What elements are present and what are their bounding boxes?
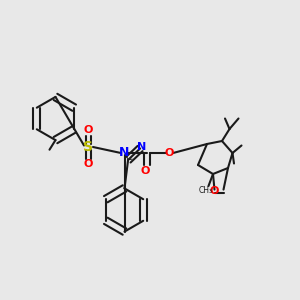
Text: N: N xyxy=(119,146,130,160)
Text: O: O xyxy=(164,148,174,158)
Text: O: O xyxy=(141,166,150,176)
Text: O: O xyxy=(84,159,93,170)
Text: O: O xyxy=(210,186,219,196)
Text: O: O xyxy=(84,125,93,135)
Text: C: C xyxy=(126,152,132,163)
Text: CH₃: CH₃ xyxy=(198,186,213,195)
Text: S: S xyxy=(83,140,94,154)
Text: N: N xyxy=(137,142,146,152)
